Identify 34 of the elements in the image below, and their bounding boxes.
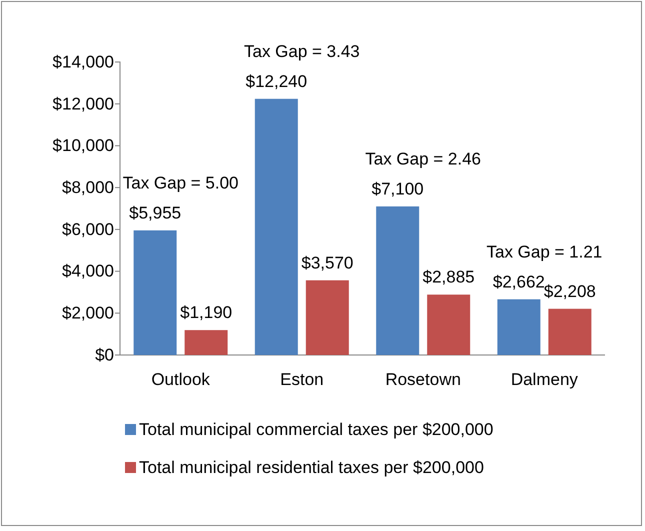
y-tick-label: $0 (95, 345, 114, 364)
legend-label: Total municipal residential taxes per $200,000 (139, 458, 484, 477)
y-tick-label: $6,000 (62, 220, 114, 239)
bar (376, 206, 420, 355)
text: $1,190 (180, 303, 232, 322)
y-tick-label: $8,000 (62, 178, 114, 198)
legend-label: Total municipal commercial taxes per $200,000 (139, 420, 494, 439)
y-tick-label: $10,000 (52, 136, 114, 156)
x-tick-label: Eston (280, 370, 324, 390)
y-tick-label: $14,000 (52, 52, 114, 72)
bar (548, 308, 592, 355)
x-tick-label: Dalmeny (510, 370, 578, 390)
bar (306, 280, 349, 355)
text: $5,955 (129, 203, 182, 222)
x-tick-label: Rosetown (385, 370, 461, 390)
text: $7,100 (372, 179, 424, 198)
x-tick-label: Outlook (151, 370, 210, 390)
bar (184, 330, 228, 355)
text: $2,662 (492, 272, 545, 292)
y-tick-label: $4,000 (62, 262, 114, 281)
bar (134, 230, 177, 355)
annotation: Tax Gap = 1.21 (486, 242, 602, 262)
y-tick-label: $2,000 (62, 304, 114, 323)
y-tick-label: $12,000 (52, 94, 114, 114)
text: $12,240 (246, 72, 308, 91)
bar (497, 299, 540, 355)
text: $3,570 (301, 253, 354, 272)
annotation: Tax Gap = 2.46 (365, 149, 482, 168)
annotation: Tax Gap = 5.00 (122, 173, 239, 192)
text: $2,885 (422, 268, 475, 287)
text: Tax Gap = 3.43 (244, 42, 360, 61)
text: $2,208 (544, 282, 596, 301)
bar (254, 98, 298, 355)
bar (427, 294, 470, 355)
